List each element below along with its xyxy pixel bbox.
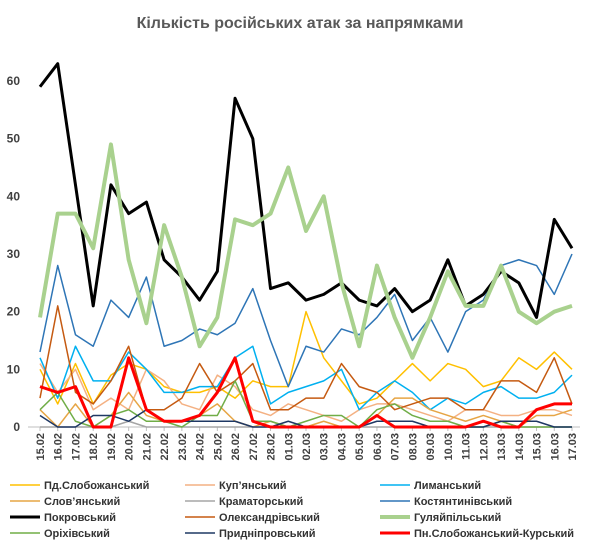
x-tick-label: 22.02	[159, 433, 171, 461]
x-tick-label: 12.03	[478, 433, 490, 461]
legend-label: Пн.Слобожанський-Курський	[414, 528, 574, 540]
x-tick-label: 16.03	[549, 433, 561, 461]
y-tick-label: 20	[7, 305, 21, 319]
legend-label: Гуляйпільський	[414, 512, 501, 524]
legend-label: Костянтинівський	[414, 496, 512, 508]
x-tick-label: 18.02	[88, 433, 100, 461]
series-line	[39, 345, 573, 411]
x-tick-label: 16.02	[53, 433, 65, 461]
x-tick-label: 10.03	[443, 433, 455, 461]
x-tick-label: 27.02	[248, 433, 260, 461]
y-tick-label: 0	[13, 420, 20, 434]
x-tick-label: 24.02	[195, 433, 207, 461]
x-tick-label: 09.03	[425, 433, 437, 461]
legend-label: Слов’янський	[44, 496, 120, 508]
series-line	[39, 253, 573, 388]
legend-label: Придніпровський	[219, 528, 316, 540]
x-tick-label: 25.02	[212, 433, 224, 461]
x-tick-label: 07.03	[390, 433, 402, 461]
legend-label: Пд.Слобожанський	[44, 480, 149, 492]
x-tick-label: 03.03	[319, 433, 331, 461]
y-tick-label: 40	[7, 189, 21, 203]
legend-label: Куп’янський	[219, 480, 287, 492]
y-tick-label: 50	[7, 132, 21, 146]
x-tick-label: 11.03	[461, 433, 473, 460]
x-tick-label: 21.02	[141, 433, 153, 461]
series-line	[38, 142, 573, 360]
series-line	[38, 62, 574, 319]
chart-title: Кількість російських атак за напрямками	[137, 15, 464, 32]
series-line	[39, 305, 573, 411]
series-line	[39, 356, 572, 429]
legend-label: Лиманський	[414, 480, 481, 492]
x-tick-label: 28.02	[266, 433, 278, 461]
x-tick-label: 19.02	[106, 433, 118, 461]
x-tick-label: 26.02	[230, 433, 242, 461]
y-tick-label: 30	[7, 247, 21, 261]
y-tick-label: 60	[7, 74, 21, 88]
x-tick-label: 01.03	[283, 433, 295, 461]
x-tick-label: 05.03	[354, 433, 366, 461]
legend-label: Олександрівський	[219, 512, 320, 524]
x-tick-label: 17.02	[70, 433, 82, 461]
x-tick-label: 06.03	[372, 433, 384, 461]
x-tick-label: 08.03	[407, 433, 419, 461]
x-tick-label: 17.03	[567, 433, 579, 461]
legend-label: Покровський	[44, 512, 116, 524]
y-tick-label: 10	[7, 362, 21, 376]
legend-label: Оріхівський	[44, 528, 110, 540]
x-tick-label: 14.03	[514, 433, 526, 461]
x-tick-label: 23.02	[177, 433, 189, 461]
x-tick-label: 02.03	[301, 433, 313, 461]
x-tick-label: 15.03	[532, 433, 544, 461]
legend-label: Краматорський	[219, 496, 303, 508]
x-tick-label: 04.03	[336, 433, 348, 461]
x-tick-label: 15.02	[35, 433, 47, 461]
x-tick-label: 13.03	[496, 433, 508, 461]
x-tick-label: 20.02	[124, 433, 136, 461]
